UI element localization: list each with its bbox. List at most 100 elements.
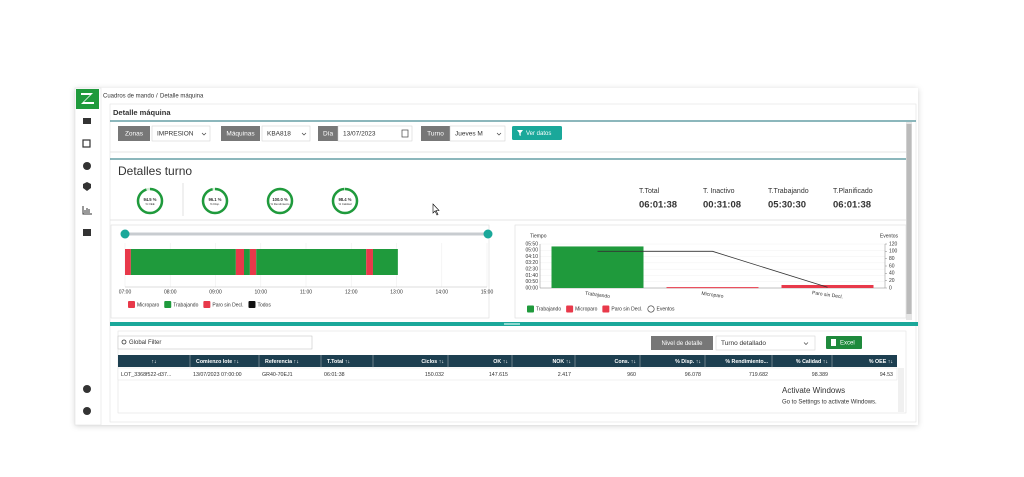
column-header[interactable]: NOK ↑↓ (552, 359, 571, 365)
breadcrumb-current: Detalle máquina (160, 94, 204, 100)
column-header[interactable]: T.Total ↑↓ (327, 359, 350, 365)
sidebar-icons (82, 118, 92, 415)
filter-value[interactable]: KBA818 (267, 131, 291, 138)
x-tick-label: 10:00 (254, 289, 267, 295)
icon-chart[interactable] (82, 206, 92, 215)
table-cell: 719.682 (749, 372, 768, 378)
x-tick-label: 08:00 (164, 289, 177, 295)
icon-factory[interactable] (83, 118, 91, 124)
detail-button[interactable] (651, 336, 713, 350)
y-tick-label: 02:30 (525, 266, 538, 272)
table-header (118, 355, 897, 367)
column-header[interactable]: Comienzo lote ↑↓ (196, 359, 239, 365)
filter-input[interactable] (337, 125, 413, 142)
column-header[interactable]: % Disp. ↑↓ (675, 359, 701, 365)
timeline-segment (244, 249, 250, 275)
filter-input[interactable] (261, 125, 311, 142)
global-filter-input[interactable] (117, 335, 313, 350)
legend-swatch[interactable] (566, 305, 574, 313)
excel-button-label[interactable]: Excel (840, 340, 855, 346)
chevron (803, 342, 809, 345)
filter-button[interactable] (512, 126, 562, 140)
table-scrollbar[interactable] (898, 368, 904, 412)
x-tick-label: 09:00 (209, 289, 222, 295)
icon-edit[interactable] (82, 139, 91, 148)
column-header[interactable]: % OEE ↑↓ (869, 359, 893, 365)
legend-label[interactable]: Paro sin Decl. (212, 302, 243, 308)
detail-select[interactable] (715, 335, 816, 351)
timeline-segment (125, 249, 131, 275)
gauge-arc (201, 187, 229, 215)
resize-handle[interactable] (504, 323, 520, 325)
gauge-caption: % Calidad (339, 202, 352, 206)
legend-swatch[interactable] (647, 305, 655, 313)
section-title: Detalles turno (118, 164, 192, 178)
legend-label[interactable]: Paro sin Decl. (611, 306, 642, 312)
table-cell: 2.417 (558, 372, 571, 378)
detail-button-label[interactable]: Nivel de detalle (661, 341, 703, 347)
table-row[interactable] (117, 367, 898, 381)
y-tick-label: 00:50 (525, 279, 538, 285)
column-header[interactable]: Cons. ↑↓ (615, 359, 636, 365)
icon-shield[interactable] (83, 182, 91, 191)
filter-value[interactable]: 13/07/2023 (343, 131, 376, 138)
legend-label[interactable]: Trabajando (536, 306, 561, 312)
x-tick-label: 14:00 (435, 289, 448, 295)
column-header[interactable]: ↑↓ (151, 359, 156, 365)
bar (551, 246, 644, 288)
scroll-thumb[interactable] (906, 124, 912, 314)
legend-swatch[interactable] (248, 301, 256, 308)
global-filter-placeholder[interactable]: Global Filter (129, 340, 161, 346)
panel-title: Detalle máquina (113, 108, 171, 117)
column-header[interactable]: % Calidad ↑↓ (796, 359, 828, 365)
legend-label[interactable]: Eventos (656, 306, 675, 312)
legend-swatch[interactable] (203, 301, 211, 308)
filter-button-label[interactable]: Ver datos (526, 131, 551, 137)
legend-label[interactable]: Microparo (575, 306, 597, 312)
legend-label[interactable]: Todos (257, 302, 271, 308)
calendar-icon[interactable] (401, 129, 409, 138)
legend-swatch[interactable] (602, 305, 610, 313)
x-tick-label: Trabajando (585, 291, 611, 300)
column-header[interactable]: Ciclos ↑↓ (421, 359, 444, 365)
filter-bar: Zonas IMPRESION Máquinas KBA818 Día 13/07/202… (118, 125, 506, 142)
logo (76, 89, 99, 109)
legend-swatch[interactable] (128, 301, 135, 308)
table-cell: 147.615 (489, 372, 508, 378)
slider-handle[interactable] (483, 229, 493, 239)
filter-value[interactable]: Jueves M (455, 131, 483, 138)
detail-select-value[interactable]: Turno detallado (721, 340, 766, 347)
icon-info[interactable] (83, 407, 91, 415)
stat-label: T.Planificado (833, 188, 873, 195)
icon-user[interactable] (83, 385, 91, 393)
search-icon (121, 339, 127, 345)
gauge-caption: % Rendimiento (271, 202, 290, 206)
column-header[interactable]: Referencia ↑↓ (265, 359, 299, 365)
legend-label[interactable]: Trabajando (173, 302, 198, 308)
breadcrumb-parent[interactable]: Cuadros de mando (103, 94, 155, 100)
stat-label: T.Total (639, 188, 660, 195)
column-header[interactable]: OK ↑↓ (493, 359, 508, 365)
icon-gauge[interactable] (83, 162, 91, 170)
column-header[interactable]: % Rendimiento... (725, 359, 768, 365)
watermark-subtitle: Go to Settings to activate Windows. (782, 400, 877, 406)
gauge-value: 94.5 % (143, 197, 156, 202)
icon-calendar[interactable] (83, 229, 91, 236)
gauge-arc (266, 187, 294, 215)
table-cell: 150.032 (425, 372, 444, 378)
filter-input[interactable] (449, 125, 506, 142)
legend-swatch[interactable] (164, 301, 172, 308)
table-cell: 06:01:38 (324, 372, 345, 378)
filter-input[interactable] (151, 125, 211, 142)
gauge-caption: % Disp. (210, 202, 220, 206)
y-tick-label: 03:20 (525, 260, 538, 266)
slider-handle[interactable] (120, 229, 130, 239)
filter-value[interactable]: IMPRESION (157, 131, 194, 138)
events-line (597, 250, 828, 288)
legend-label[interactable]: Microparo (137, 302, 159, 308)
table-cell: 13/07/2023 07:00:00 (193, 372, 242, 378)
legend-swatch[interactable] (527, 305, 534, 313)
mouse-cursor (432, 203, 440, 216)
table-cell: GR40-70EJ1 (262, 372, 293, 378)
